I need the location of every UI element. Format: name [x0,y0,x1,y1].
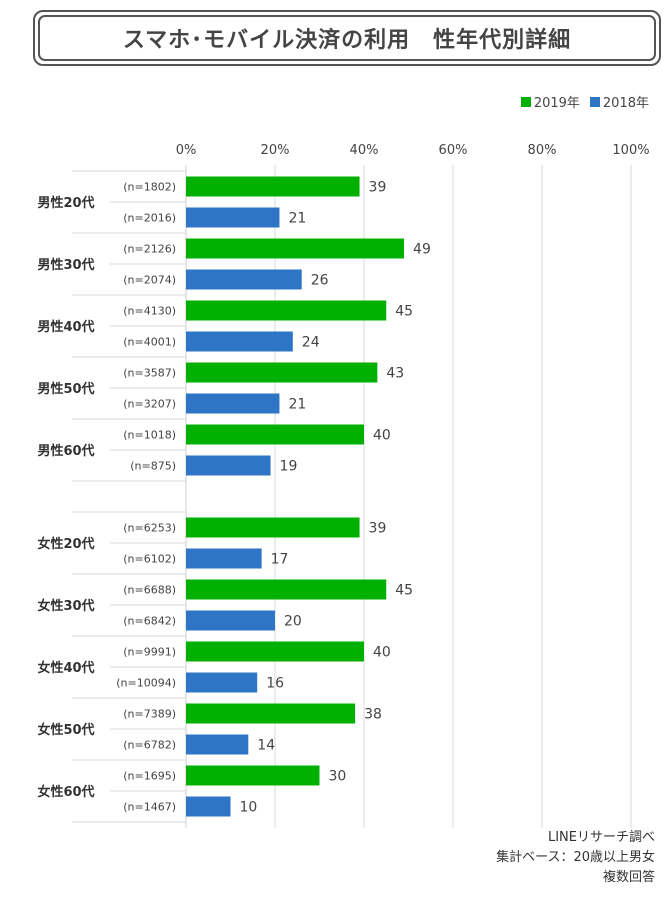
x-tick-label: 0% [176,143,197,158]
footnote-source: LINEリサーチ調べ [547,830,655,845]
data-label: 45 [395,304,413,320]
sample-size-label: (n=6782) [123,739,176,752]
bar-2019 [186,579,387,600]
bar-2019 [186,517,360,538]
legend-item-2019: 2019年 [520,92,580,111]
title-box: スマホ･モバイル決済の利用 性年代別詳細 [33,10,661,66]
data-label: 38 [364,707,382,723]
x-tick-label: 80% [528,143,557,158]
group-label: 女性50代 [37,722,94,738]
bar-2018 [186,610,275,631]
sample-size-label: (n=9991) [123,646,176,659]
footnotes: LINEリサーチ調べ 集計ベース：20歳以上男女 複数回答 [496,828,655,888]
sample-size-label: (n=7389) [123,708,176,721]
footnote-base: 集計ベース：20歳以上男女 [496,850,655,865]
bar-2019 [186,703,356,724]
data-label: 43 [386,366,404,382]
data-label: 40 [373,645,391,661]
sample-size-label: (n=2016) [123,212,176,225]
legend-label-2019: 2019年 [533,96,580,111]
sample-size-label: (n=1018) [123,429,176,442]
sample-size-label: (n=1802) [123,181,176,194]
group-label: 男性20代 [37,195,94,211]
sample-size-label: (n=1467) [123,801,176,814]
bar-2018 [186,393,280,414]
x-tick-label: 20% [261,143,290,158]
sample-size-label: (n=6102) [123,553,176,566]
bar-2018 [186,548,262,569]
group-label: 男性30代 [37,257,94,273]
data-label: 49 [413,242,431,258]
data-label: 16 [266,676,284,692]
data-label: 40 [373,428,391,444]
data-label: 20 [284,614,302,630]
sample-size-label: (n=1695) [123,770,176,783]
bar-2019 [186,765,320,786]
data-label: 21 [288,397,306,413]
title-frame: スマホ･モバイル決済の利用 性年代別詳細 [38,15,656,61]
bar-2019 [186,362,378,383]
data-label: 45 [395,583,413,599]
bar-2019 [186,176,360,197]
bar-2019 [186,641,364,662]
group-label: 男性50代 [37,381,94,397]
sample-size-label: (n=6688) [123,584,176,597]
sample-size-label: (n=6253) [123,522,176,535]
data-label: 19 [280,459,298,475]
x-tick-label: 40% [350,143,379,158]
footnote-answer-type: 複数回答 [602,870,655,885]
sample-size-label: (n=10094) [116,677,176,690]
group-label: 女性60代 [37,784,94,800]
bar-2019 [186,238,405,259]
data-label: 14 [257,738,275,754]
bar-2019 [186,300,387,321]
sample-size-label: (n=6842) [123,615,176,628]
x-tick-label: 100% [612,143,649,158]
group-label: 男性40代 [37,319,94,335]
legend-swatch-2018 [589,96,600,107]
data-label: 10 [240,800,258,816]
legend-label-2018: 2018年 [602,96,649,111]
bar-2018 [186,455,271,476]
sample-size-label: (n=2126) [123,243,176,256]
data-label: 17 [271,552,289,568]
bar-2018 [186,796,231,817]
data-label: 39 [369,521,387,537]
group-label: 女性40代 [37,660,94,676]
group-label: 男性60代 [37,443,94,459]
bar-2018 [186,269,302,290]
sample-size-label: (n=3207) [123,398,176,411]
bar-2018 [186,672,258,693]
data-label: 26 [311,273,329,289]
legend-swatch-2019 [520,96,531,107]
data-label: 24 [302,335,320,351]
bar-2018 [186,207,280,228]
x-tick-label: 60% [439,143,468,158]
bar-2019 [186,424,364,445]
bar-2018 [186,734,249,755]
sample-size-label: (n=4130) [123,305,176,318]
sample-size-label: (n=3587) [123,367,176,380]
sample-size-label: (n=2074) [123,274,176,287]
sample-size-label: (n=4001) [123,336,176,349]
bar-2018 [186,331,293,352]
sample-size-label: (n=875) [130,460,176,473]
data-label: 39 [369,180,387,196]
group-label: 女性30代 [37,598,94,614]
data-label: 30 [329,769,347,785]
data-label: 21 [288,211,306,227]
group-label: 女性20代 [37,536,94,552]
chart-title: スマホ･モバイル決済の利用 性年代別詳細 [122,28,572,53]
legend-item-2018: 2018年 [589,92,649,111]
legend: 2019年 2018年 [520,92,649,111]
